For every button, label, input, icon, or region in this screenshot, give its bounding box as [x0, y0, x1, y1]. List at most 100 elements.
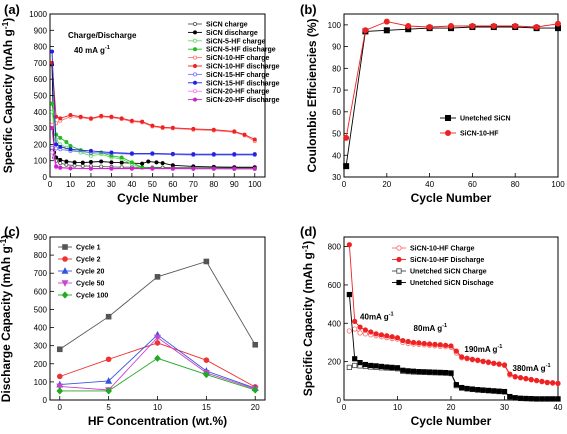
x-axis-label: Cycle Number [411, 191, 492, 205]
y-tick-label: 300 [34, 124, 48, 133]
series-line [345, 21, 559, 138]
data-point [129, 160, 134, 165]
data-point [416, 340, 422, 346]
data-point [50, 150, 55, 155]
data-point [129, 166, 134, 171]
x-tick-label: 0 [342, 403, 347, 412]
data-point [491, 360, 497, 366]
series-0 [56, 258, 259, 353]
data-point [469, 22, 476, 29]
y-tick-label: 0 [43, 396, 48, 405]
data-point [150, 151, 155, 156]
data-point [384, 364, 390, 370]
data-point [54, 142, 59, 147]
plot-frame [343, 13, 559, 178]
series-9 [50, 126, 257, 171]
data-point [252, 152, 257, 157]
legend-marker [192, 55, 197, 60]
x-tick-label: 60 [168, 180, 177, 189]
data-point [105, 387, 112, 395]
data-point [56, 383, 64, 391]
y-tick-label: 80 [332, 64, 341, 73]
legend-label: SiCN-20-HF discharge [206, 97, 280, 104]
legend-marker [192, 38, 197, 43]
series-4 [50, 114, 257, 144]
data-point [405, 368, 411, 374]
legend-label: SiCN discharge [206, 30, 258, 37]
y-axis-label-main: Specific Capacity (mAh g [1, 29, 15, 173]
series-line [51, 116, 256, 142]
data-point [555, 20, 562, 27]
legend-marker [62, 244, 68, 250]
y-tick-label: 30 [332, 173, 341, 182]
data-point [459, 384, 465, 391]
y-tick-label: 50 [332, 130, 341, 139]
legend-label: Cycle 50 [76, 281, 105, 288]
legend-marker [444, 129, 451, 136]
data-point [426, 24, 433, 31]
data-point [160, 161, 165, 166]
x-tick-label: 10 [393, 403, 402, 412]
data-point [72, 163, 77, 168]
legend-marker [396, 268, 402, 274]
data-point [154, 334, 161, 342]
y-axis-label-main: Discharge Capacity (mAh g [0, 246, 13, 402]
legend-label: SiCN-5-HF discharge [206, 47, 276, 54]
y-tick-label: 400 [34, 108, 48, 117]
y-axis-label: Specific Capacity (mAh g-1) [0, 18, 15, 174]
data-point [544, 396, 550, 402]
rate-annotation-main: 40mA g [360, 312, 389, 321]
x-tick-label: 20 [251, 403, 260, 412]
data-point [480, 358, 486, 364]
data-point [539, 378, 545, 384]
legend-marker [396, 279, 402, 286]
data-point [352, 356, 358, 362]
data-point [242, 132, 247, 137]
data-point [119, 116, 124, 121]
y-tick-label: 800 [328, 243, 342, 252]
data-point [485, 359, 492, 365]
data-point [99, 164, 104, 169]
data-point [378, 363, 385, 370]
data-point [534, 396, 540, 402]
rate-annotation-sup: -1 [389, 311, 394, 317]
legend-label: Cycle 1 [76, 245, 101, 252]
y-tick-label: 300 [34, 342, 48, 351]
x-tick-label: 15 [202, 403, 211, 412]
data-point [64, 139, 69, 144]
data-point [80, 163, 85, 168]
x-axis-label: Cycle Number [411, 414, 492, 428]
data-point [528, 376, 534, 383]
data-point [170, 125, 175, 130]
data-point [150, 166, 155, 171]
x-tick-label: 100 [248, 180, 262, 189]
data-point [512, 395, 518, 401]
data-point [129, 118, 134, 123]
data-point [555, 396, 561, 402]
legend-label: Unetched SiCN Charge [410, 269, 487, 276]
data-point [389, 364, 395, 371]
data-point [56, 373, 63, 380]
data-point [99, 113, 104, 118]
y-tick-label: 0 [43, 173, 48, 182]
data-point [437, 369, 443, 375]
legend-marker [192, 80, 197, 85]
data-point [232, 129, 237, 134]
y-tick-label: 200 [34, 140, 48, 149]
data-point [496, 361, 502, 367]
legend-marker [192, 21, 197, 26]
annotation-current: 40 mA g-1 [74, 45, 110, 55]
legend: Cycle 1 Cycle 2 Cycle 20 Cycle 50 Cycle 100 [58, 244, 108, 300]
data-point [352, 318, 358, 324]
series-line [51, 111, 255, 170]
y-axis-label-sup: -1 [0, 238, 8, 246]
data-point [146, 159, 151, 164]
data-point [491, 388, 497, 394]
data-point [88, 160, 93, 165]
data-point [459, 354, 465, 360]
panel-label: (c) [4, 224, 20, 239]
y-tick-label: 800 [34, 43, 48, 52]
series-group [50, 49, 257, 172]
data-point [211, 166, 216, 171]
legend-marker [192, 72, 197, 77]
